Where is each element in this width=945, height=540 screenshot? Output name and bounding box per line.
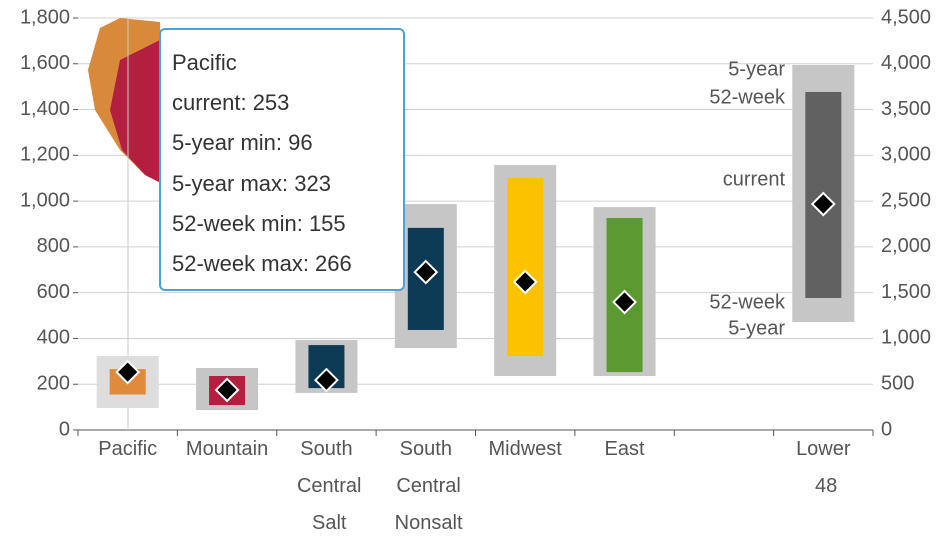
x-tick-label: Pacific (98, 438, 157, 460)
y2-tick-label: 0 (881, 418, 892, 440)
tooltip-title: Pacific (172, 50, 237, 75)
tooltip-line: 52-week min: 155 (172, 211, 346, 236)
current-marker (810, 191, 836, 217)
current-marker (612, 289, 637, 315)
y-tick-label: 1,800 (20, 6, 70, 28)
y2-tick-label: 1,500 (881, 281, 931, 303)
current-marker (512, 269, 538, 295)
y2-tick-label: 3,000 (881, 144, 931, 166)
current-marker (214, 377, 240, 403)
tooltip-line: 52-week max: 266 (172, 251, 352, 276)
current-marker (314, 367, 339, 393)
y-tick-label: 800 (37, 235, 70, 257)
tooltip-line: 5-year max: 323 (172, 171, 331, 196)
x-tick-label-line: East (605, 438, 645, 460)
region-map-highlight (110, 40, 165, 185)
annotation: 52-week (709, 86, 786, 108)
x-tick-label-line: Salt (306, 512, 346, 534)
y-tick-label: 200 (37, 373, 70, 395)
y-tick-label: 1,000 (20, 189, 70, 211)
tooltip-box (159, 28, 405, 291)
x-tick-label: Lower 48 (796, 438, 851, 497)
x-tick-label-line: Central (291, 475, 361, 497)
x-tick-label-line: Mountain (186, 438, 268, 460)
x-tick-label-line: Lower (796, 438, 851, 460)
tooltip-line: 5-year min: 96 (172, 130, 313, 155)
annotation: current (723, 168, 786, 190)
x-tick-label: East (605, 438, 645, 460)
current-marker (413, 259, 439, 285)
y2-tick-label: 500 (881, 373, 914, 395)
y-tick-label: 600 (37, 281, 70, 303)
x-tick-label-line: Central (391, 475, 461, 497)
x-tick-label-line: South (300, 438, 352, 460)
x-tick-label: Mountain (186, 438, 268, 460)
x-tick-label: South Central Salt (291, 438, 361, 534)
y-tick-label: 1,600 (20, 52, 70, 74)
marks (96, 64, 855, 411)
x-tick-label: South Central Nonsalt (389, 438, 463, 534)
y2-tick-label: 4,500 (881, 6, 931, 28)
annotation: 5-year (728, 317, 785, 339)
y2-tick-label: 1,000 (881, 327, 931, 349)
week52-range (507, 177, 544, 357)
x-tick-label-line: 48 (809, 475, 837, 497)
x-tick-label-line: Midwest (489, 438, 563, 460)
x-tick-label: Midwest (489, 438, 563, 460)
annotation: 5-year (728, 58, 785, 80)
annotation: 52-week (709, 291, 786, 313)
y2-tick-label: 4,000 (881, 52, 931, 74)
current-marker (115, 359, 141, 385)
y-tick-label: 0 (59, 418, 70, 440)
x-tick-label-line: South (400, 438, 452, 460)
y-tick-label: 1,200 (20, 144, 70, 166)
y-tick-label: 1,400 (20, 98, 70, 120)
y2-tick-label: 3,500 (881, 98, 931, 120)
y-tick-label: 400 (37, 327, 70, 349)
x-tick-label-line: Nonsalt (389, 512, 463, 534)
y2-tick-label: 2,500 (881, 189, 931, 211)
y2-tick-label: 2,000 (881, 235, 931, 257)
tooltip-line: current: 253 (172, 90, 289, 115)
tooltip: Pacific current: 253 5-year min: 96 5-ye… (159, 28, 405, 291)
x-tick-label-line: Pacific (98, 438, 157, 460)
